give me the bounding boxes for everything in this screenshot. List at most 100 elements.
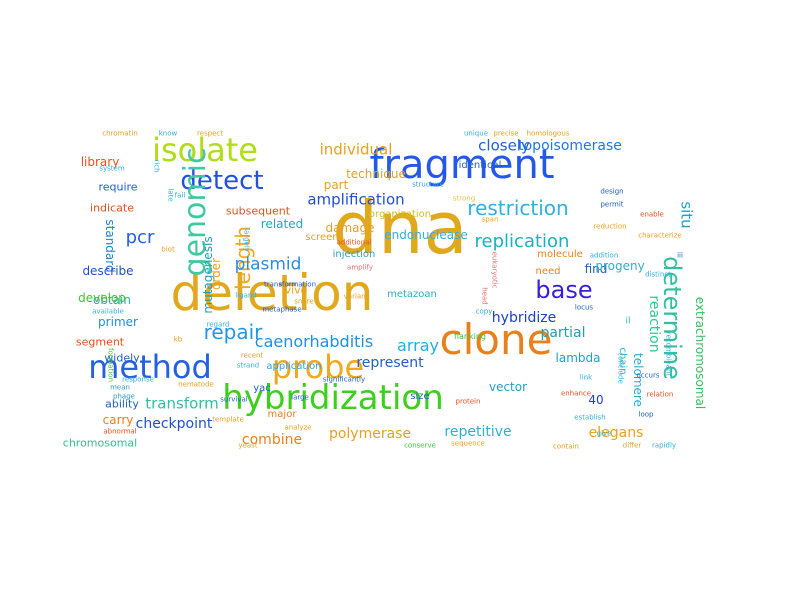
word-organization: organization (368, 209, 432, 220)
word-progeny: progeny (595, 259, 645, 273)
word-indicate: indicate (90, 201, 134, 215)
word-kb: kb (173, 335, 183, 344)
word-differ: differ (622, 441, 642, 450)
word-precise: precise (493, 129, 519, 138)
word-metaphase: metaphase (262, 305, 302, 314)
word-abnormal: abnormal (103, 427, 137, 436)
word-conserve: conserve (404, 441, 436, 450)
word-subsequent: subsequent (225, 204, 291, 218)
word-require: require (98, 180, 138, 194)
word-combine: combine (241, 432, 303, 448)
word-recent: recent (240, 351, 264, 360)
word-vector: vector (488, 380, 528, 394)
word-application: application (266, 361, 322, 372)
word-locus: locus (574, 303, 594, 312)
word-widely: widely (104, 351, 140, 365)
word-reaction: reaction (646, 295, 662, 353)
word-molecule: molecule (537, 249, 583, 260)
word-isolate: isolate (152, 131, 258, 169)
word-develop: develop (78, 291, 126, 305)
word-sequence: sequence (451, 439, 485, 448)
word-structure: structure (412, 180, 444, 189)
word-loop: loop (638, 410, 654, 419)
word-biot: biot (161, 245, 175, 254)
word-describe: describe (82, 264, 134, 278)
word-enable: enable (640, 210, 664, 219)
word-yac: yac (253, 383, 271, 394)
word-need: need (535, 266, 561, 277)
word-individual: individual (319, 140, 393, 159)
word-amplification: amplification (307, 190, 405, 209)
word-respect: respect (196, 129, 224, 138)
word-snare: snare (294, 297, 314, 306)
word-mean: mean (110, 383, 130, 392)
word-yeast: yeast (238, 441, 258, 450)
word-vivo: vivo (284, 283, 308, 297)
word-plasmid: plasmid (234, 254, 302, 275)
word-know: know (158, 129, 178, 138)
word-distinct: distinct (645, 270, 671, 279)
word-permit: permit (600, 200, 624, 209)
word-segment: segment (75, 335, 125, 349)
word-repetitive: repetitive (444, 424, 512, 440)
word-carry: carry (102, 413, 134, 427)
word-formation: formation (106, 347, 115, 383)
word-response: response (122, 375, 154, 384)
word-template: template (212, 415, 244, 424)
word-chromosomal: chromosomal (62, 436, 138, 450)
word-hybridization: hybridization (222, 378, 444, 418)
word-technique: technique (346, 167, 406, 181)
word-copy: copy (475, 307, 493, 316)
word-polymerase: polymerase (328, 426, 412, 442)
word-span: span (481, 215, 499, 224)
word-amplify: amplify (347, 263, 373, 272)
word-link: link (579, 373, 593, 382)
word-pcr: pcr (125, 227, 155, 248)
word-rich: rich (152, 159, 161, 173)
word-size: size (410, 391, 430, 402)
word-transformation: transformation (263, 280, 317, 289)
word-il: il (625, 316, 631, 327)
word-strong: strong (452, 194, 476, 203)
word-topoisomerase: topoisomerase (518, 138, 622, 154)
word-nematode: nematode (178, 380, 214, 389)
word-endonuclease: endonuclease (384, 228, 468, 242)
word-array: array (397, 336, 439, 355)
word-phage: phage (113, 392, 135, 401)
word-situ: situ (677, 201, 696, 229)
word-unique: unique (463, 129, 489, 138)
word-analyze: analyze (284, 423, 312, 432)
word-protein: protein (455, 397, 481, 406)
word-chromatin: chromatin (102, 129, 138, 138)
word-major: major (267, 409, 297, 420)
word-ligand: ligand (235, 291, 257, 300)
word-give: give (596, 429, 612, 438)
word-flanking: flanking (453, 332, 487, 341)
word-head: head (480, 287, 489, 305)
word-injection: injection (332, 249, 376, 260)
word-dna: dna (332, 186, 468, 270)
word-extrachromosomal: extrachromosomal (693, 296, 707, 410)
word-homologous: homologous (526, 129, 570, 138)
word-lambda: lambda (555, 351, 601, 365)
word-restriction: restriction (467, 196, 569, 220)
word-iii: iii (677, 251, 683, 260)
word-design: design (600, 187, 624, 196)
word-order: order (209, 258, 223, 290)
word-partial: partial (540, 325, 586, 341)
word-library: library (80, 155, 120, 169)
word-establish: establish (574, 413, 606, 422)
word-screen: screen (305, 232, 339, 243)
word-caenorhabditis: caenorhabditis (254, 332, 374, 351)
word-late: late (166, 188, 175, 202)
word-elegans: elegans (588, 425, 644, 441)
word-metazoan: metazoan (387, 289, 437, 300)
word-identical: identical (458, 160, 502, 171)
word-damage: damage (325, 221, 375, 235)
word-variant: variant (343, 292, 369, 301)
word-recombinant: recombinant (664, 331, 673, 377)
word-available: available (92, 307, 124, 316)
word-base: base (535, 276, 593, 304)
word-obtain: obtain (93, 293, 131, 307)
